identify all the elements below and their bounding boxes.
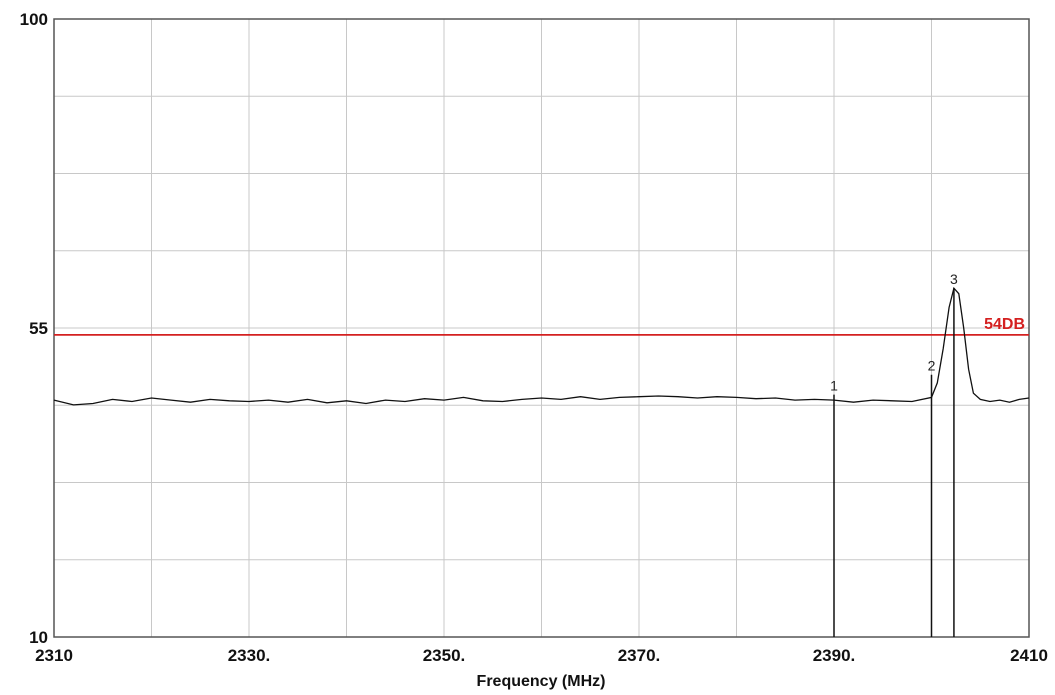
x-axis-label: Frequency (MHz) [477, 673, 606, 690]
x-tick-label: 2390. [813, 646, 856, 665]
marker-label-1: 1 [830, 378, 838, 394]
y-tick-label: 55 [29, 319, 48, 338]
marker-label-2: 2 [928, 358, 936, 374]
limit-line-label: 54DB [984, 316, 1025, 333]
y-tick-label: 10 [29, 628, 48, 647]
x-tick-label: 2330. [228, 646, 271, 665]
grid [54, 19, 1029, 637]
trace-group [53, 286, 1030, 406]
marker-label-3: 3 [950, 271, 958, 287]
x-tick-label: 2410 [1010, 646, 1048, 665]
limit-line-group: 54DB [54, 316, 1029, 336]
x-tick-label: 2350. [423, 646, 466, 665]
y-tick-label: 100 [20, 10, 48, 29]
y-tick-labels: 100 55 10 [20, 10, 48, 647]
x-tick-label: 2370. [618, 646, 661, 665]
spectrum-trace [53, 286, 1030, 406]
markers-group: 1 2 3 [830, 271, 958, 637]
x-tick-label: 2310 [35, 646, 73, 665]
x-tick-labels: 2310 2330. 2350. 2370. 2390. 2410 [35, 646, 1048, 665]
plot-frame [53, 18, 1030, 638]
